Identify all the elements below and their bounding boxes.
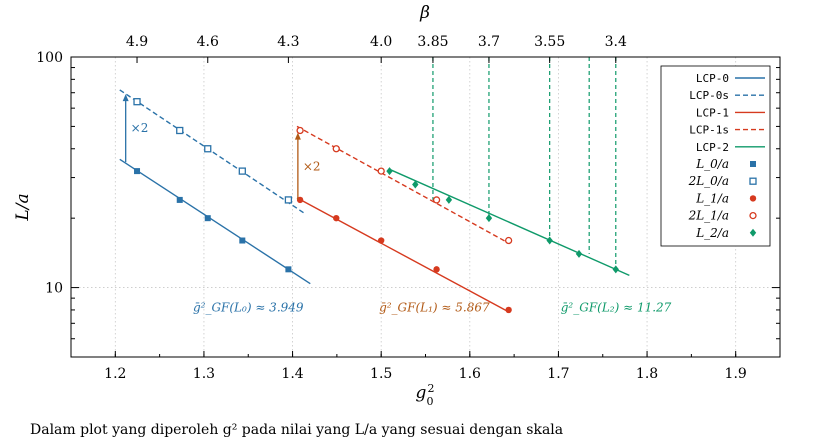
annotation-text: ḡ²_GF(L₁) ≈ 5.867 (379, 300, 490, 314)
x-tick-label: 1.6 (459, 366, 481, 382)
y-tick-label: 10 (45, 281, 63, 297)
axes: 1.2 1.3 1.4 1.5 1.6 1.7 1.8 1.9 10 100 4.9 4.6 4.3 4.… (36, 34, 781, 382)
legend-label: LCP-2 (696, 141, 729, 154)
vertical-reference-lines (432, 57, 617, 270)
data-point (238, 167, 246, 175)
y-tick-label: 100 (36, 50, 63, 66)
data-point (176, 196, 183, 203)
top-tick-label: 3.55 (534, 34, 565, 50)
scaling-arrow-head (122, 94, 129, 102)
legend-label: L_0/a (695, 157, 729, 171)
data-point (412, 180, 419, 189)
top-axis-title: β (419, 3, 430, 23)
legend-label: 2L_1/a (688, 209, 729, 223)
top-tick-label: 4.0 (370, 34, 392, 50)
x-tick-label: 1.2 (104, 366, 126, 382)
scaling-arrow-head (294, 132, 301, 140)
data-markers (133, 98, 619, 314)
data-point (546, 236, 553, 245)
legend-label: L_1/a (695, 191, 729, 205)
series-line-lcp-2 (389, 168, 630, 276)
x-tick-label: 1.4 (281, 366, 303, 382)
legend-label: LCP-1 (696, 106, 729, 119)
legend-marker (749, 228, 757, 237)
top-tick-label: 3.85 (417, 34, 448, 50)
top-tick-label: 4.6 (197, 34, 219, 50)
series-line-lcp-1 (296, 197, 511, 314)
data-point (204, 215, 211, 222)
data-point (176, 126, 184, 135)
x-tick-label: 1.9 (725, 366, 747, 382)
series (119, 89, 630, 314)
data-point (332, 145, 340, 153)
series-line-lcp-0s (119, 89, 307, 215)
data-point (377, 167, 385, 175)
data-point (575, 249, 583, 258)
x-tick-label: 1.3 (193, 366, 215, 382)
x-tick-label: 1.7 (547, 366, 569, 382)
legend-marker (749, 195, 757, 202)
data-point (612, 265, 619, 274)
legend-label: LCP-0 (696, 72, 729, 85)
scaling-arrow-label: ×2 (303, 159, 321, 173)
x-tick-label: 1.8 (636, 366, 658, 382)
series-line-lcp-1s (296, 125, 511, 245)
scaling-arrows: ×2 ×2 (122, 94, 321, 200)
x-tick-label: 1.5 (370, 366, 392, 382)
x-axis-title: g02 (416, 382, 435, 408)
data-point (386, 167, 393, 176)
data-point (504, 236, 513, 245)
legend-label: 2L_0/a (688, 174, 729, 188)
legend-label: L_2/a (695, 226, 729, 240)
data-point (134, 168, 141, 175)
series-line-lcp-0 (119, 158, 311, 285)
top-tick-label: 3.7 (478, 34, 500, 50)
data-point (445, 195, 453, 204)
scaling-arrow-label: ×2 (131, 121, 149, 135)
data-point (505, 306, 512, 314)
data-point (204, 145, 212, 153)
data-point (133, 98, 141, 106)
annotations: ḡ²_GF(L₀) ≈ 3.949 ḡ²_GF(L₁) ≈ 5.867 ḡ²_GF(… (193, 300, 672, 314)
data-point (239, 237, 246, 244)
data-point (485, 214, 493, 223)
data-point (285, 266, 292, 273)
legend: LCP-0 LCP-0s LCP-1 LCP-1s LCP-2 L_0/a 2L_0/a L_… (660, 65, 771, 247)
annotation-text: ḡ²_GF(L₀) ≈ 3.949 (193, 300, 304, 314)
data-point (333, 214, 340, 222)
legend-label: LCP-1s (689, 124, 729, 137)
annotation-text: ḡ²_GF(L₂) ≈ 11.27 (561, 300, 672, 314)
data-point (432, 196, 441, 204)
top-tick-label: 4.3 (277, 34, 299, 50)
data-point (284, 196, 293, 204)
top-tick-label: 3.4 (605, 34, 627, 50)
legend-marker (749, 177, 757, 185)
caption-fragment: Dalam plot yang diperoleh g² pada nilai … (30, 422, 563, 438)
top-tick-label: 4.9 (126, 34, 148, 50)
data-point (433, 266, 440, 273)
legend-marker (749, 211, 757, 220)
data-point (296, 126, 304, 135)
data-point (377, 237, 385, 244)
legend-marker (750, 161, 756, 167)
y-axis-title: L/a (13, 193, 33, 221)
legend-label: LCP-0s (689, 89, 729, 102)
